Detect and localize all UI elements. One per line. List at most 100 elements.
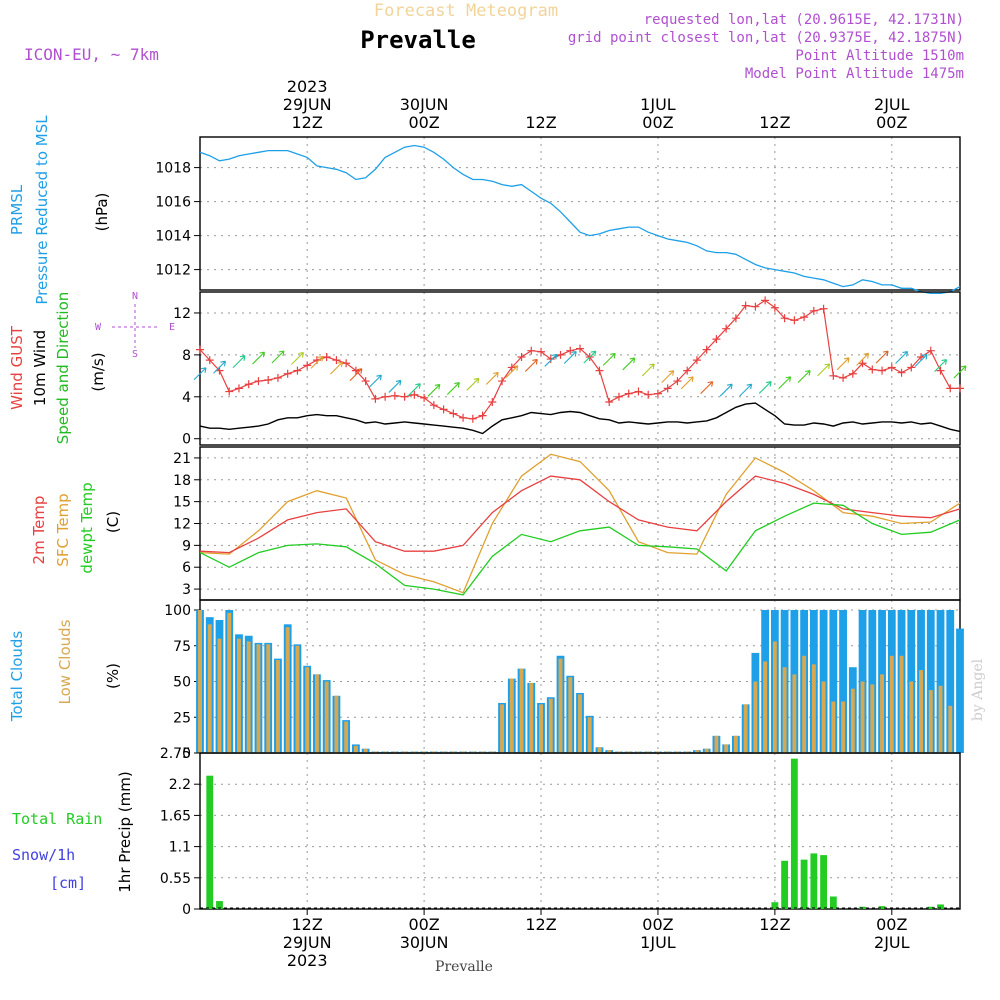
rain-bar-12 [937, 904, 944, 909]
total-cloud-bar-78 [956, 628, 964, 753]
bottom-axis-label-0-2: 2023 [287, 951, 328, 970]
low-cloud-bar-43 [617, 751, 621, 753]
top-axis-label-0-1: 29JUN [283, 95, 332, 114]
snow-label: Snow/1h [12, 846, 75, 864]
gust-point-60 [780, 314, 789, 323]
wind-arrow-icon-34 [524, 358, 538, 372]
top-axis-label-1-0: 30JUN [400, 95, 449, 114]
temp-sfc-label: SFC Temp [54, 493, 72, 566]
wind-arrow-icon-2 [213, 360, 227, 374]
temp-ytick-label-6: 21 [173, 451, 191, 467]
wind-frame [199, 291, 961, 446]
rain-bar-10 [878, 906, 886, 909]
low-cloud-bar-29 [480, 751, 485, 753]
bottom-axis-label-5-1: 2JUL [874, 933, 910, 952]
wind-ytick-label-0: 0 [182, 432, 191, 448]
rain-bar-7 [820, 855, 827, 909]
low-cloud-bar-10 [295, 645, 300, 753]
wind-unit: (m/s) [89, 352, 107, 391]
gust-point-30 [488, 398, 497, 407]
top-axis-label-0-2: 12Z [292, 113, 323, 132]
low-cloud-bar-18 [373, 751, 378, 753]
wind-arrow-icon-12 [310, 355, 324, 369]
low-cloud-bar-22 [412, 751, 417, 753]
wind-arrow-icon-50 [680, 376, 694, 390]
low-cloud-bar-53 [714, 735, 719, 753]
low-cloud-bar-58 [763, 661, 768, 753]
low-cloud-bar-61 [792, 674, 797, 753]
clouds-ytick-label-3: 75 [173, 639, 191, 655]
wind-arrow-icon-18 [368, 374, 382, 388]
gust-point-49 [673, 377, 682, 386]
temp-ytick-label-3: 12 [173, 517, 191, 533]
precip-ytick-label-4: 2.2 [169, 777, 191, 793]
requested-location: requested lon,lat (20.9615E, 42.1731N) [644, 12, 964, 28]
gust-point-75 [926, 346, 935, 355]
temperature-panel: 3 6 9 12 15 18 21 [173, 446, 961, 601]
gust-point-25 [439, 405, 448, 414]
gust-point-43 [614, 392, 623, 401]
gust-point-67 [848, 369, 857, 378]
gust-point-19 [381, 392, 390, 401]
gust-point-47 [653, 389, 662, 398]
pressure-line [199, 144, 961, 295]
total-clouds-label: Total Clouds [8, 631, 26, 723]
gridpoint-location: grid point closest lon,lat (20.9375E, 42… [568, 30, 964, 46]
wind-arrow-icon-58 [758, 380, 772, 394]
low-cloud-bar-24 [431, 751, 436, 753]
gust-point-70 [878, 366, 887, 375]
gust-point-31 [498, 377, 507, 386]
gust-point-14 [332, 356, 341, 365]
snow-unit-label: [cm] [50, 874, 86, 892]
wind-arrow-icon-52 [700, 381, 714, 395]
temp-ytick-label-5: 18 [173, 473, 191, 489]
low-cloud-bar-32 [509, 678, 514, 753]
top-axis-label-0-0: 2023 [287, 77, 328, 96]
gust-point-27 [459, 413, 468, 422]
low-cloud-bar-56 [743, 704, 748, 753]
wind-arrow-icon-30 [485, 371, 499, 385]
rain-bar-0 [206, 775, 214, 909]
gust-point-54 [722, 324, 731, 333]
top-axis-label-5-1: 00Z [876, 113, 907, 132]
rain-bar-6 [810, 853, 818, 909]
gust-point-26 [449, 409, 458, 418]
gust-point-1 [205, 356, 214, 365]
total-cloud-bar-77 [946, 610, 955, 753]
temp-ytick-label-1: 6 [182, 560, 191, 576]
precip-frame [199, 752, 961, 910]
top-axis-label-2-0: 12Z [525, 113, 556, 132]
precip-ytick-label-2: 1.1 [169, 840, 191, 856]
gust-point-50 [683, 366, 692, 375]
low-cloud-bar-52 [704, 748, 709, 753]
low-cloud-bar-1 [207, 624, 212, 753]
total-cloud-bar-73 [907, 610, 916, 753]
gust-point-33 [517, 352, 526, 361]
low-cloud-bar-45 [636, 751, 641, 753]
gust-point-3 [225, 387, 234, 396]
gust-point-28 [468, 414, 477, 423]
low-cloud-bar-35 [539, 704, 543, 753]
gust-point-36 [546, 355, 555, 364]
low-cloud-bar-65 [831, 701, 836, 753]
pressure-panel: 1012 1014 1016 1018 [155, 136, 961, 295]
low-cloud-bar-73 [909, 681, 914, 753]
gust-point-63 [809, 306, 818, 315]
low-cloud-bar-28 [470, 751, 475, 753]
wind-arrow-icon-72 [895, 351, 909, 364]
pressure-ytick-label-1: 1014 [155, 229, 191, 245]
compass-icon: N S W E [95, 291, 175, 360]
gust-point-16 [351, 366, 360, 375]
gust-point-15 [342, 359, 351, 368]
low-cloud-bar-36 [548, 698, 553, 753]
gust-point-21 [400, 392, 409, 401]
gust-point-48 [663, 384, 672, 393]
gust-point-9 [283, 369, 292, 378]
wind-arrow-icon-70 [875, 350, 889, 364]
low-cloud-bar-76 [938, 685, 943, 753]
gust-point-58 [761, 296, 770, 305]
total-cloud-bar-69 [868, 610, 877, 753]
clouds-ytick-label-0: 0 [182, 746, 191, 762]
